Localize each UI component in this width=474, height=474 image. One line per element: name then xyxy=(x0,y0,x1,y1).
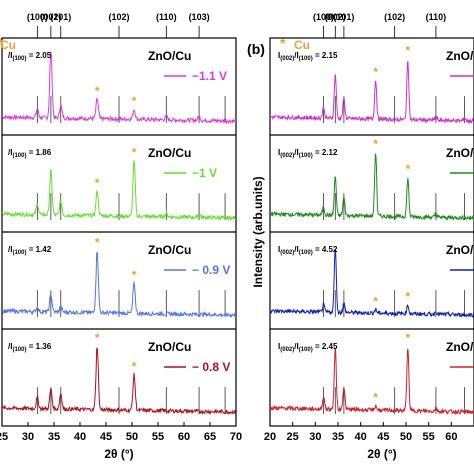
xrd-series-line xyxy=(270,60,474,125)
peak-index-label: (110) xyxy=(156,12,177,22)
x-tick-label: 35 xyxy=(48,431,60,443)
cu-legend-label: Cu xyxy=(0,38,16,52)
cu-peak-star: * xyxy=(405,331,410,345)
sample-label: ZnO/Cu xyxy=(148,243,191,257)
panel-label: (b) xyxy=(247,41,265,57)
intensity-ratio-label: /I(100) = 1.86 xyxy=(8,148,52,159)
sample-label: ZnO/ xyxy=(446,340,474,354)
cu-legend-star: * xyxy=(0,35,4,51)
cu-peak-star: * xyxy=(405,44,410,58)
intensity-ratio-label: I(002)/I(100) = 2.45 xyxy=(278,342,338,353)
x-tick-label: 55 xyxy=(152,431,164,443)
xrd-series-line xyxy=(2,51,236,125)
potential-label: − 0.9 V xyxy=(192,263,230,277)
cu-peak-star: * xyxy=(132,360,137,374)
x-tick-label: 50 xyxy=(126,431,138,443)
x-tick-label: 30 xyxy=(309,431,321,443)
peak-index-label: (102) xyxy=(384,12,405,22)
x-tick-label: 40 xyxy=(355,431,367,443)
peak-index-label: (110) xyxy=(426,12,447,22)
cu-peak-star: * xyxy=(373,294,378,308)
peak-index-label: (101) xyxy=(50,12,71,22)
x-tick-label: 35 xyxy=(332,431,344,443)
x-tick-label: 60 xyxy=(178,431,190,443)
cu-peak-star: * xyxy=(95,176,100,190)
x-tick-label: 55 xyxy=(423,431,435,443)
x-tick-label: 20 xyxy=(264,431,276,443)
x-tick-label: 30 xyxy=(22,431,34,443)
peak-index-label: (103) xyxy=(189,12,210,22)
x-tick-label: 70 xyxy=(230,431,242,443)
potential-label: −1.1 V xyxy=(192,69,227,83)
xrd-series-line xyxy=(270,153,474,222)
cu-peak-star: * xyxy=(132,268,137,282)
x-tick-label: 65 xyxy=(204,431,216,443)
intensity-ratio-label: /I(100) = 1.36 xyxy=(8,342,52,353)
intensity-ratio-label: /I(100) = 1.42 xyxy=(8,245,52,256)
peak-index-label: (002) xyxy=(40,12,61,22)
x-tick-label: 45 xyxy=(100,431,112,443)
x-tick-label: 40 xyxy=(74,431,86,443)
potential-label: −1 V xyxy=(192,166,217,180)
x-axis-label: 2θ (°) xyxy=(367,447,396,461)
x-tick-label: 45 xyxy=(377,431,389,443)
cu-peak-star: * xyxy=(95,331,100,345)
cu-peak-star: * xyxy=(95,236,100,250)
xrd-series-line xyxy=(2,251,236,319)
x-tick-label: 25 xyxy=(0,431,8,443)
sample-label: ZnO/Cu xyxy=(148,146,191,160)
cu-peak-star: * xyxy=(373,137,378,151)
panel-a: (100)(002)(101) (102) (110) (103) 25 30 35 40 45… xyxy=(0,12,242,461)
y-axis-label: Intensity (arb.units) xyxy=(251,176,265,287)
cu-peak-star: * xyxy=(373,391,378,405)
intensity-ratio-label: /I(100) = 2.05 xyxy=(8,51,52,62)
cu-peak-star: * xyxy=(405,162,410,176)
peak-index-label: (002) xyxy=(325,12,346,22)
sample-label: ZnO/ xyxy=(446,243,474,257)
xrd-series-line xyxy=(2,347,236,416)
peak-index-label: (100) xyxy=(27,12,48,22)
sample-label: ZnO/Cu xyxy=(148,340,191,354)
cu-peak-star: * xyxy=(132,146,137,160)
x-tick-label: 60 xyxy=(445,431,457,443)
cu-legend-label: Cu xyxy=(294,38,310,52)
intensity-ratio-label: I(002)/I(100) = 4.52 xyxy=(278,245,338,256)
cu-peak-star: * xyxy=(405,289,410,303)
panel-b: (100)(002)(101) (102) (110) 20 25 30 35 40 45 50 5… xyxy=(247,12,474,461)
peak-index-label: (102) xyxy=(108,12,129,22)
x-tick-label: 25 xyxy=(287,431,299,443)
intensity-ratio-label: I(002)/I(100) = 2.15 xyxy=(278,51,338,62)
cu-peak-star: * xyxy=(132,94,137,108)
xrd-series-line xyxy=(270,249,474,318)
sample-label: ZnO/ xyxy=(446,146,474,160)
potential-label: − 0.8 V xyxy=(192,360,230,374)
sample-label: ZnO/Cu xyxy=(148,49,191,63)
cu-peak-star: * xyxy=(95,84,100,98)
xrd-series-line xyxy=(270,347,474,416)
xrd-series-line xyxy=(2,160,236,222)
sample-label: ZnO/ xyxy=(446,49,474,63)
peak-index-label: (100) xyxy=(313,12,334,22)
cu-peak-star: * xyxy=(373,65,378,79)
intensity-ratio-label: I(002)/I(100) = 2.12 xyxy=(278,148,338,159)
x-tick-label: 50 xyxy=(400,431,412,443)
peak-index-label: (101) xyxy=(333,12,354,22)
cu-legend-star: * xyxy=(280,35,286,51)
x-axis-label: 2θ (°) xyxy=(104,447,133,461)
